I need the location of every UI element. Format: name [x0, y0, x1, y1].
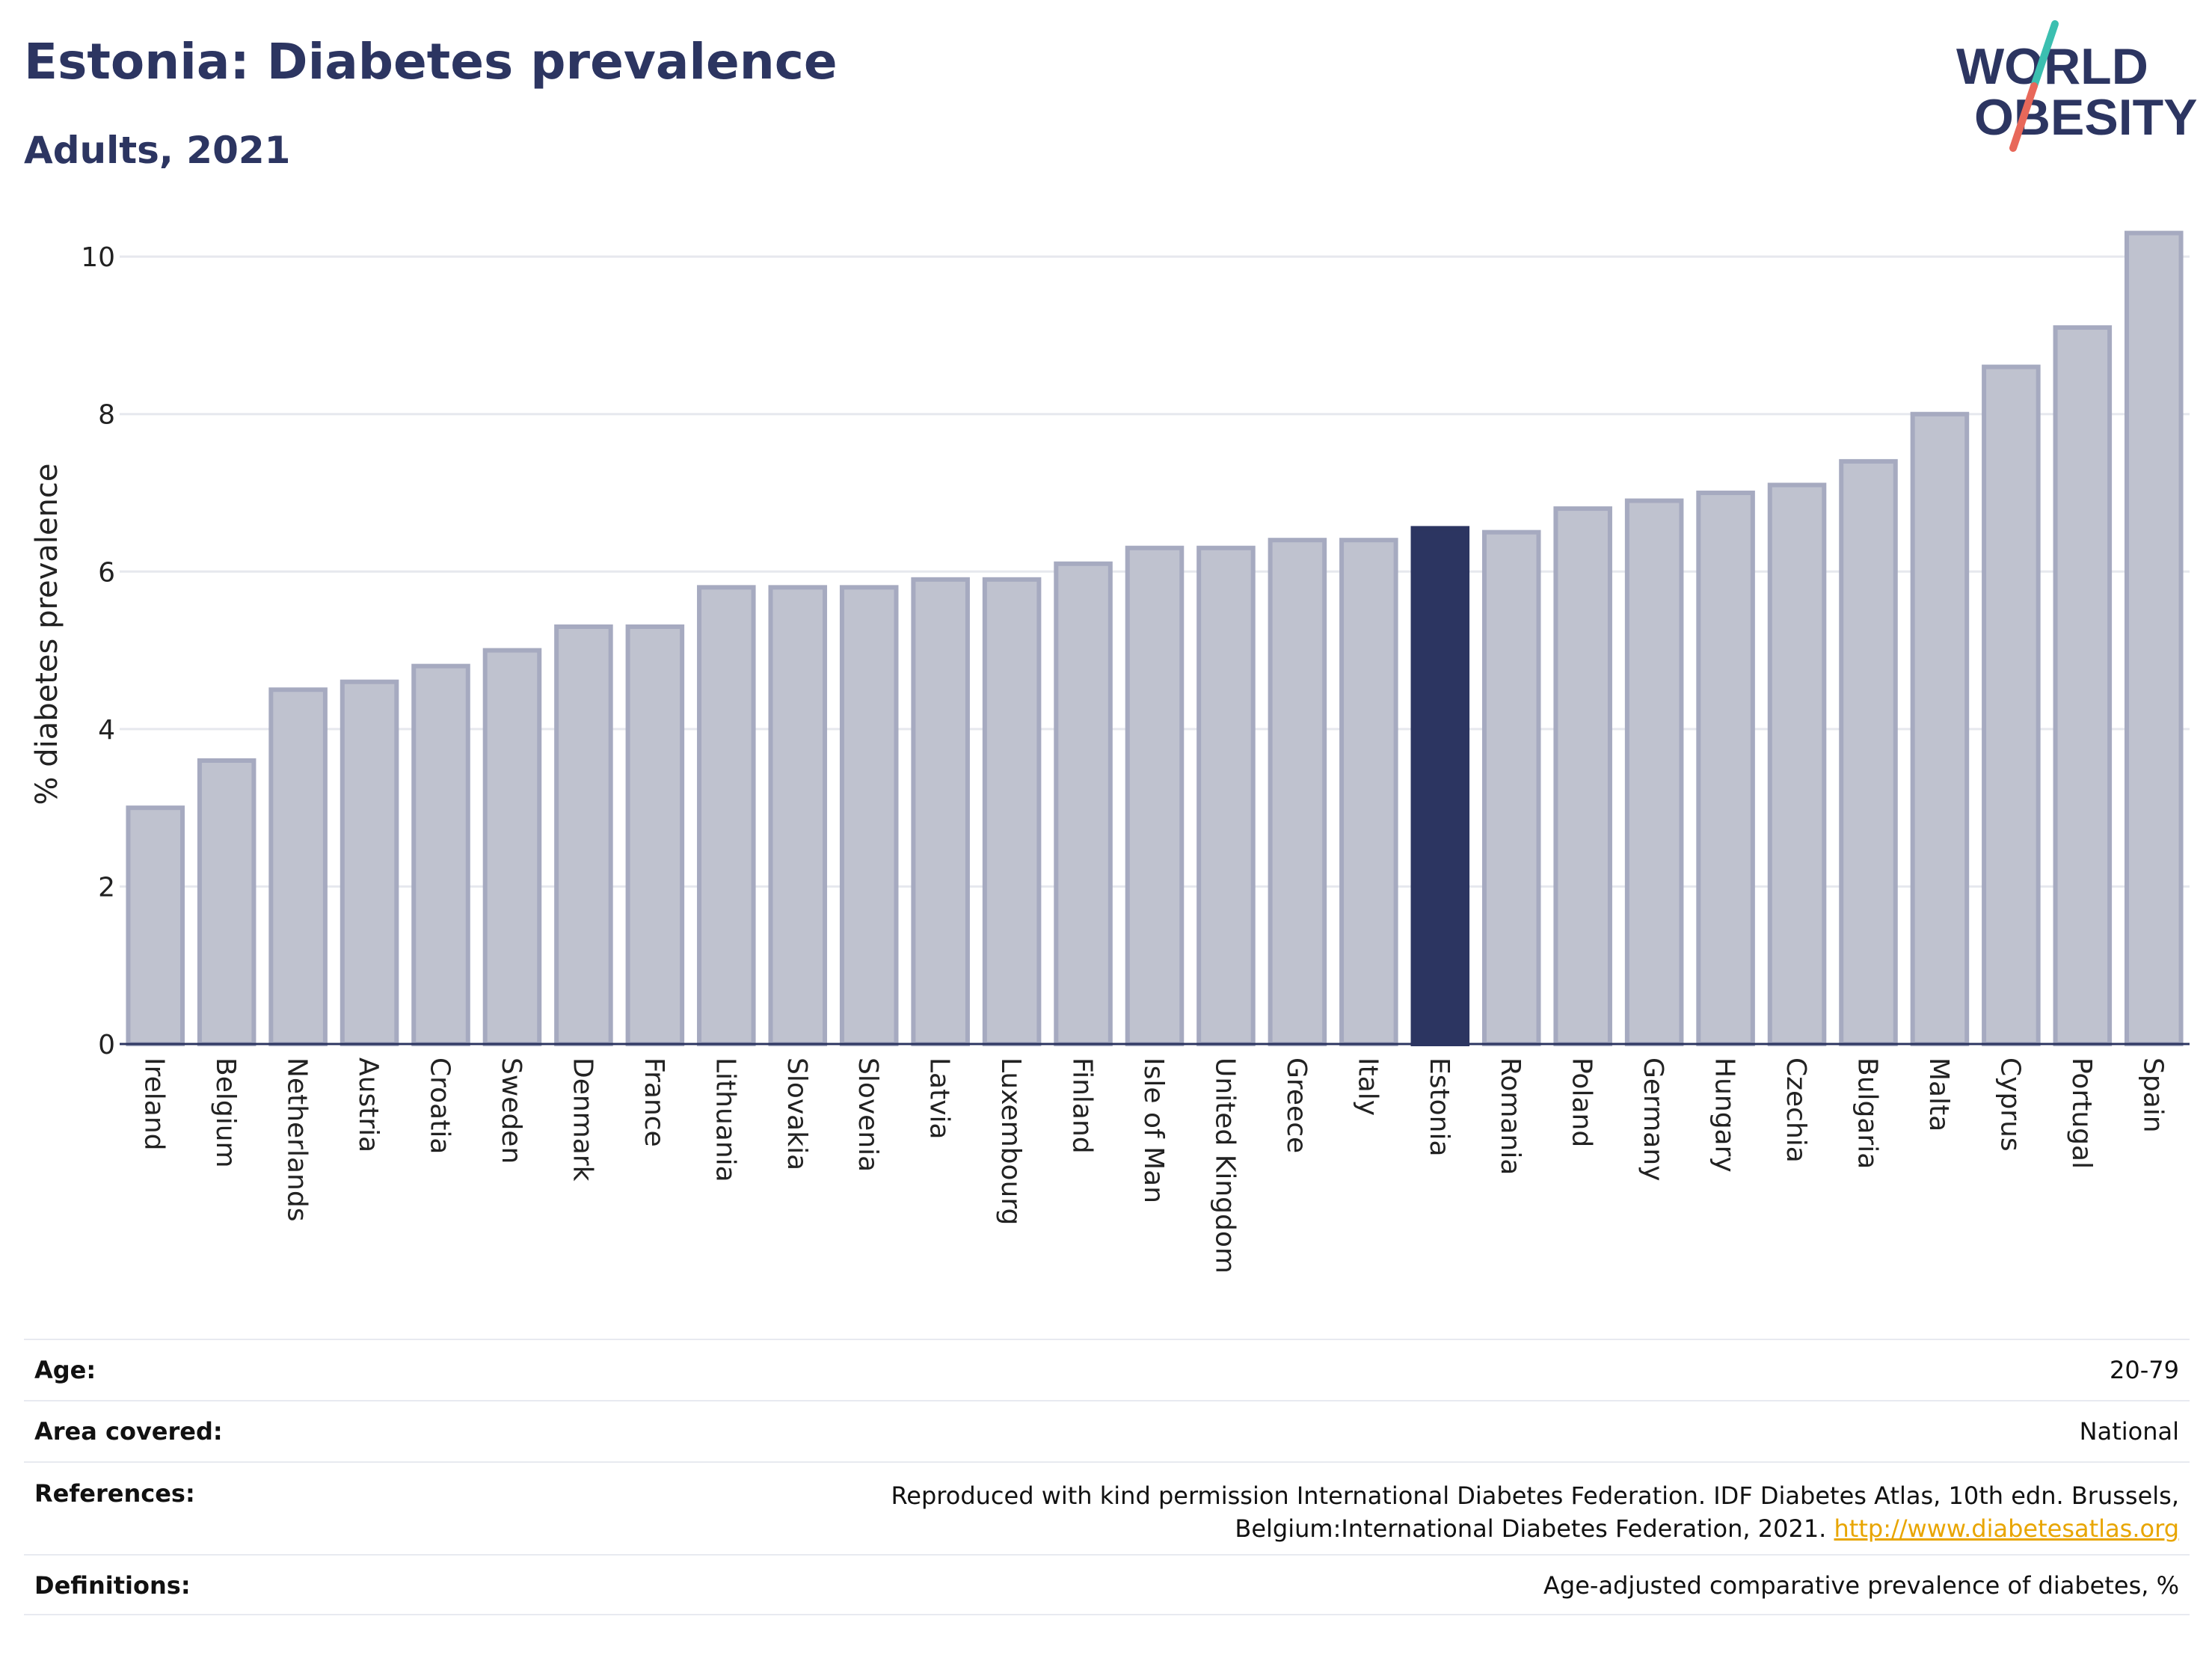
- x-tick-label: Italy: [1352, 1057, 1383, 1116]
- bar-finland[interactable]: [1054, 561, 1113, 1046]
- bar-greece[interactable]: [1268, 538, 1327, 1046]
- bar-portugal[interactable]: [2053, 325, 2113, 1047]
- bar-austria[interactable]: [340, 679, 399, 1046]
- bar-belgium[interactable]: [197, 758, 256, 1046]
- y-axis-label: % diabetes prevalence: [30, 463, 64, 805]
- info-row-definitions: Definitions: Age-adjusted comparative pr…: [24, 1554, 2190, 1615]
- bar-czechia[interactable]: [1767, 482, 1827, 1046]
- bar-malta[interactable]: [1910, 411, 1970, 1046]
- bar-cyprus[interactable]: [1982, 364, 2041, 1046]
- bar-france[interactable]: [625, 624, 685, 1046]
- definitions-label: Definitions:: [34, 1571, 191, 1600]
- x-tick-label: Austria: [353, 1057, 384, 1152]
- bar-isle-of-man[interactable]: [1125, 545, 1185, 1046]
- bar-luxembourg[interactable]: [982, 577, 1042, 1046]
- info-bottom-divider: [24, 1614, 2190, 1615]
- bar-lithuania[interactable]: [697, 585, 756, 1046]
- x-tick-label: Slovenia: [852, 1057, 883, 1172]
- x-tick-label: Isle of Man: [1138, 1057, 1169, 1203]
- x-tick-label: Hungary: [1709, 1057, 1740, 1173]
- x-tick-label: Croatia: [425, 1057, 455, 1154]
- bar-ireland[interactable]: [126, 805, 185, 1047]
- x-tick-label: Malta: [1923, 1057, 1954, 1132]
- bar-hungary[interactable]: [1696, 491, 1755, 1046]
- bar-germany[interactable]: [1624, 498, 1684, 1046]
- x-tick-label: Ireland: [139, 1057, 170, 1151]
- x-tick-label: Lithuania: [710, 1057, 740, 1182]
- x-tick-label: Germany: [1638, 1057, 1668, 1181]
- x-tick-label: Romania: [1495, 1057, 1526, 1175]
- bar-slovenia[interactable]: [839, 585, 899, 1046]
- bar-slovakia[interactable]: [768, 585, 828, 1046]
- page-subtitle: Adults, 2021: [24, 129, 291, 172]
- x-tick-label: Cyprus: [1994, 1057, 2025, 1152]
- logo-slash-red: [2009, 82, 2038, 152]
- x-tick-label: Belgium: [210, 1057, 241, 1168]
- x-tick-label: Latvia: [924, 1057, 955, 1140]
- bars: [126, 230, 2184, 1047]
- references-value: Reproduced with kind permission Internat…: [646, 1479, 2190, 1545]
- bar-sweden[interactable]: [482, 648, 542, 1046]
- references-label: References:: [34, 1479, 195, 1508]
- bar-denmark[interactable]: [554, 624, 613, 1046]
- y-tick-label: 6: [98, 557, 115, 588]
- page-title: Estonia: Diabetes prevalence: [24, 33, 838, 90]
- bar-italy[interactable]: [1339, 538, 1398, 1046]
- x-tick-label: United Kingdom: [1209, 1057, 1240, 1274]
- x-tick-label: Portugal: [2066, 1057, 2097, 1169]
- x-tick-label: Luxembourg: [995, 1057, 1026, 1225]
- info-row-area: Area covered: National: [24, 1400, 2190, 1461]
- bar-estonia[interactable]: [1410, 526, 1470, 1046]
- info-row-age: Age: 20-79: [24, 1339, 2190, 1400]
- y-tick-label: 0: [98, 1030, 115, 1060]
- logo-word-obesity: OBESITY: [1974, 89, 2198, 146]
- area-value: National: [2079, 1417, 2179, 1446]
- x-tick-label: Finland: [1067, 1057, 1098, 1154]
- y-tick-label: 4: [98, 715, 115, 746]
- bar-chart: 0 2 4 6 8 10 Ireland Belgium Netherlands Austria…: [30, 230, 2190, 1274]
- logo-word-world: WORLD: [1956, 38, 2148, 95]
- x-tick-label: France: [639, 1057, 669, 1147]
- x-tick-labels: Ireland Belgium Netherlands Austria Croatia S…: [139, 1057, 2169, 1274]
- age-value: 20-79: [2110, 1356, 2179, 1384]
- y-tick-labels: 0 2 4 6 8 10: [81, 242, 115, 1060]
- definitions-value: Age-adjusted comparative prevalence of d…: [1543, 1571, 2179, 1600]
- bar-netherlands[interactable]: [268, 687, 328, 1047]
- bar-bulgaria[interactable]: [1839, 458, 1898, 1046]
- references-text: Reproduced with kind permission Internat…: [891, 1481, 2180, 1543]
- age-label: Age:: [34, 1356, 96, 1384]
- y-tick-label: 2: [98, 872, 115, 903]
- bar-romania[interactable]: [1481, 529, 1541, 1046]
- x-tick-label: Bulgaria: [1852, 1057, 1882, 1169]
- bar-spain[interactable]: [2125, 230, 2184, 1046]
- x-tick-label: Poland: [1567, 1057, 1597, 1147]
- bar-croatia[interactable]: [411, 663, 470, 1046]
- x-tick-label: Sweden: [496, 1057, 526, 1164]
- area-label: Area covered:: [34, 1417, 223, 1446]
- x-tick-label: Spain: [2137, 1057, 2168, 1133]
- bar-latvia[interactable]: [911, 577, 970, 1046]
- world-obesity-logo: WORLD OBESITY: [1956, 20, 2198, 152]
- logo-slash-teal: [2030, 20, 2059, 90]
- info-row-references: References: Reproduced with kind permiss…: [24, 1461, 2190, 1553]
- y-tick-label: 8: [98, 400, 115, 431]
- x-tick-label: Greece: [1281, 1057, 1312, 1153]
- x-tick-label: Denmark: [567, 1057, 597, 1182]
- x-tick-label: Netherlands: [282, 1057, 313, 1221]
- x-tick-label: Czechia: [1781, 1057, 1811, 1163]
- bar-united-kingdom[interactable]: [1196, 545, 1256, 1046]
- x-tick-label: Estonia: [1424, 1057, 1454, 1157]
- x-tick-label: Slovakia: [781, 1057, 812, 1170]
- bar-poland[interactable]: [1553, 506, 1612, 1046]
- y-tick-label: 10: [81, 242, 115, 273]
- references-link[interactable]: http://www.diabetesatlas.org: [1834, 1514, 2179, 1543]
